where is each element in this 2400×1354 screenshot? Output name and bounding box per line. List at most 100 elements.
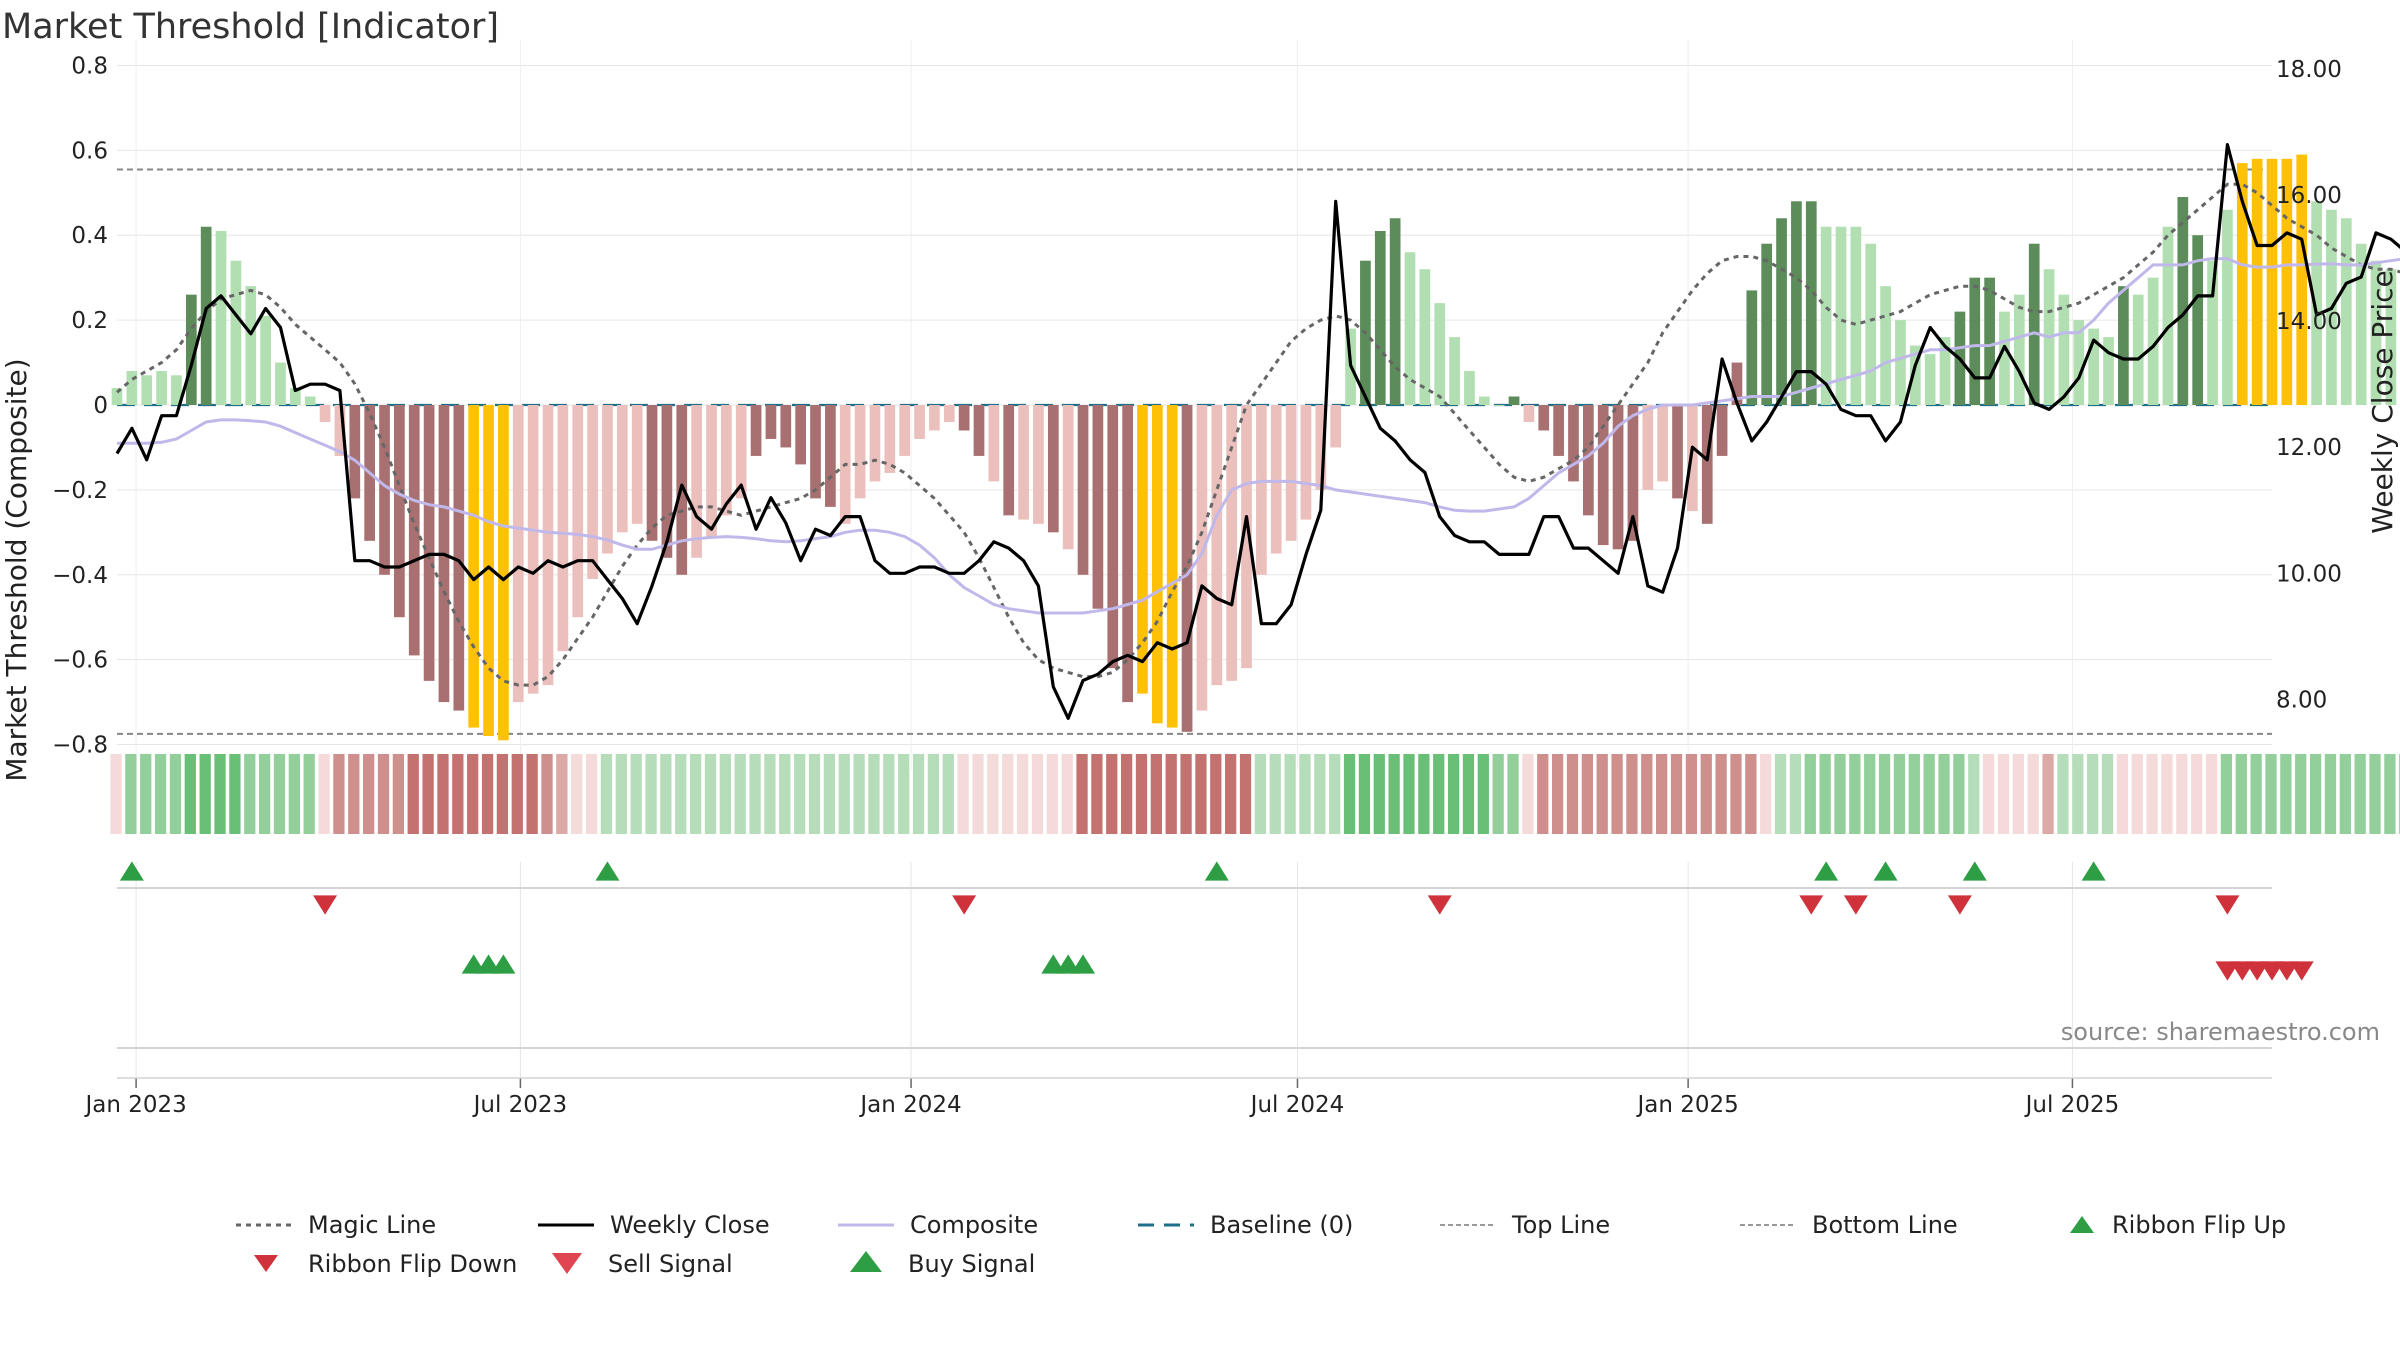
composite-bar: [1151, 405, 1163, 724]
composite-bar: [646, 405, 658, 541]
composite-bar: [1508, 396, 1520, 405]
ribbon-cell: [2384, 754, 2396, 834]
ribbon-cell: [288, 754, 300, 834]
composite-bar: [483, 405, 494, 737]
ribbon-cell: [1537, 754, 1549, 834]
composite-bars: [111, 154, 2397, 741]
ribbon-cell: [1418, 754, 1430, 834]
ribbon-cell: [1893, 754, 1906, 834]
ribbon-cell: [1195, 754, 1207, 834]
legend-item-composite: Composite: [838, 1211, 1038, 1239]
composite-bar: [1389, 218, 1401, 405]
ribbon-cell: [496, 754, 509, 834]
ribbon-flip-down-marker: [1843, 895, 1868, 915]
composite-bar: [1820, 226, 1832, 405]
composite-bar: [2236, 163, 2248, 405]
composite-bar: [2370, 260, 2382, 405]
ribbon-cell: [1106, 754, 1118, 834]
composite-bar: [1553, 405, 1564, 456]
ribbon-cell: [467, 754, 479, 834]
composite-bar: [527, 405, 539, 694]
ribbon-cell: [258, 754, 271, 834]
ribbon-cell: [942, 754, 954, 834]
ribbon-cell: [199, 754, 211, 834]
ribbon-cell: [1745, 754, 1757, 834]
y-tick-label: −0.8: [52, 733, 108, 759]
composite-bar: [2207, 260, 2218, 405]
composite-bar: [1597, 405, 1609, 546]
ribbon-cell: [1760, 754, 1772, 834]
ribbon-cell: [422, 754, 434, 834]
ribbon-cell: [1938, 754, 1950, 834]
composite-bar: [1033, 405, 1044, 524]
ribbon-cell: [1284, 754, 1296, 834]
ribbon-cell: [1551, 754, 1564, 834]
composite-bar: [1107, 405, 1119, 669]
magic-line: [116, 182, 2400, 687]
composite-bar: [498, 405, 509, 741]
ribbon-cell: [1150, 754, 1162, 834]
legend-label: Ribbon Flip Down: [308, 1250, 517, 1278]
composite-bar: [587, 405, 598, 580]
composite-bar: [2088, 328, 2100, 405]
ribbon-flip-down-marker: [1947, 895, 1972, 915]
composite-bar: [1092, 405, 1104, 609]
ribbon-cell: [2161, 754, 2173, 834]
ribbon-flip-down-marker: [1427, 895, 1452, 915]
composite-bar: [2251, 158, 2263, 405]
ribbon-flip-up-marker: [1814, 861, 1839, 881]
composite-bar: [2028, 243, 2040, 405]
buy-signal-marker: [491, 954, 516, 974]
composite-bar: [1122, 405, 1133, 703]
composite-bar: [185, 294, 197, 405]
composite-bar: [914, 405, 925, 439]
ribbon-cell: [318, 754, 330, 834]
y-tick-label: −0.2: [52, 478, 108, 504]
composite-bar: [1895, 320, 1906, 405]
x-tick-label: Jul 2024: [1249, 1092, 1345, 1118]
ribbon-cell: [1433, 754, 1445, 834]
composite-bar: [2103, 337, 2114, 405]
buy-signal-marker: [1071, 954, 1096, 974]
composite-bar: [423, 405, 435, 681]
ribbon-cell: [645, 754, 657, 834]
composite-bar: [1300, 405, 1312, 520]
y-tick-label: 0.2: [71, 308, 108, 334]
ribbon-cell: [927, 754, 940, 834]
composite-bar: [1434, 303, 1446, 405]
ribbon-flip-down-marker: [313, 895, 338, 915]
ribbon-cell: [660, 754, 672, 834]
legend-swatch: [552, 1253, 582, 1274]
composite-bar: [275, 362, 286, 405]
ribbon-cell: [1864, 754, 1876, 834]
ribbon-cell: [1997, 754, 2010, 834]
composite-bar: [1776, 218, 1787, 405]
legend-swatch: [254, 1255, 278, 1272]
composite-bar: [230, 260, 242, 405]
ribbon-cell: [1403, 754, 1415, 834]
composite-bar: [468, 405, 480, 728]
composite-bar: [2147, 277, 2159, 405]
legend-swatch: [850, 1251, 882, 1272]
legend-label: Top Line: [1511, 1211, 1610, 1239]
legend-label: Ribbon Flip Up: [2112, 1211, 2286, 1239]
ribbon-cell: [2280, 754, 2292, 834]
composite-bar: [379, 405, 390, 575]
ribbon-cell: [2324, 754, 2337, 834]
ribbon-cell: [1046, 754, 1058, 834]
ribbon-cell: [541, 754, 553, 834]
composite-bar: [1627, 405, 1639, 541]
ribbon-cell: [511, 754, 523, 834]
composite-bar: [2118, 286, 2129, 405]
ribbon-cell: [229, 754, 241, 834]
legend-item-sell: Sell Signal: [552, 1250, 733, 1278]
composite-bar: [557, 405, 569, 652]
ribbon-cell: [1878, 754, 1891, 834]
ribbon-cell: [244, 754, 256, 834]
y-tick-label: 0.8: [71, 53, 108, 79]
composite-bar: [1538, 405, 1550, 431]
composite-bar: [2058, 294, 2070, 405]
composite-bar: [1672, 405, 1683, 499]
ribbon-cell: [1091, 754, 1103, 834]
ribbon-cell: [363, 754, 375, 834]
